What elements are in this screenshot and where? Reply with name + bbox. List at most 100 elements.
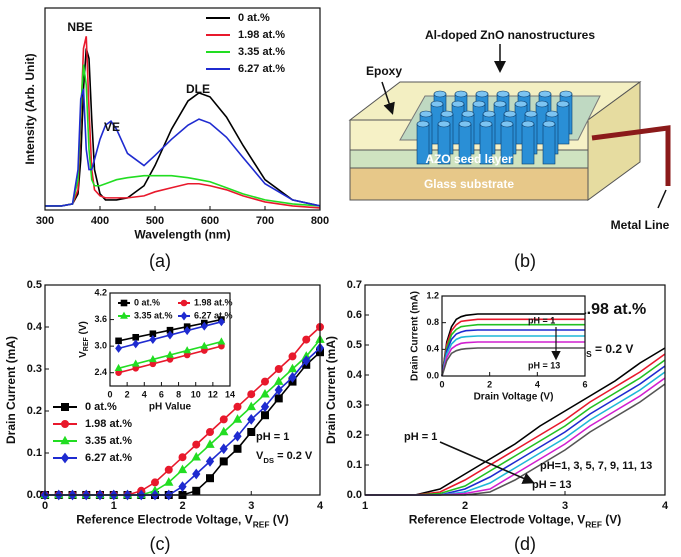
marker xyxy=(200,321,208,331)
y-tick-label: 0.3 xyxy=(27,363,42,375)
nanorod xyxy=(542,123,556,165)
x-tick-label: 600 xyxy=(201,215,219,227)
marker xyxy=(260,401,270,413)
series-line xyxy=(441,335,585,377)
annotation: NBE xyxy=(67,20,92,34)
series-line xyxy=(441,323,585,377)
legend-label: 0 at.% xyxy=(85,401,117,413)
nanorod-top xyxy=(440,110,454,118)
marker xyxy=(232,414,243,423)
nanorod-top xyxy=(493,100,507,108)
nanorod-top xyxy=(559,90,573,98)
x-axis-label-part: REF xyxy=(253,520,270,530)
marker xyxy=(114,363,123,372)
plot-frame xyxy=(109,292,231,387)
nanorod-top xyxy=(419,110,433,118)
nanorod-top xyxy=(556,100,570,108)
nanorod-top xyxy=(454,90,468,98)
y-axis-label-part: REF xyxy=(83,336,90,351)
marker xyxy=(61,403,69,411)
marker xyxy=(60,435,70,445)
x-tick-label: 2 xyxy=(125,389,130,399)
marker xyxy=(302,355,311,366)
x-tick-label: 12 xyxy=(208,389,218,399)
annotation-part: DS xyxy=(263,456,274,465)
marker xyxy=(192,468,201,480)
marker xyxy=(178,453,187,462)
diagram-label: AZO seed layer xyxy=(425,152,513,166)
arrow xyxy=(657,189,667,209)
nanorod-top xyxy=(538,90,552,98)
marker xyxy=(178,481,187,492)
nanorod-top xyxy=(503,110,517,118)
nanorod-top xyxy=(521,120,535,128)
diagram-label: Al-doped ZnO nanostructures xyxy=(425,28,595,42)
x-tick-label: 8 xyxy=(176,389,181,399)
marker xyxy=(288,372,297,383)
x-tick-label: 300 xyxy=(36,215,54,227)
marker xyxy=(149,335,157,344)
x-axis-label: Reference Electrode Voltage, VREF (V) xyxy=(76,512,289,529)
marker xyxy=(180,299,188,307)
x-tick-label: 2 xyxy=(487,379,492,389)
annotation: pH = 13 xyxy=(528,360,560,370)
annotation: pH = 1 xyxy=(256,431,289,443)
marker xyxy=(288,352,297,361)
y-axis-label: Drain Current (mA) xyxy=(324,336,338,444)
marker xyxy=(192,486,201,495)
x-tick-label: 3 xyxy=(562,500,568,512)
x-tick-label: 700 xyxy=(256,215,274,227)
marker xyxy=(131,359,140,367)
x-tick-label: 4 xyxy=(662,500,669,512)
diagram-label: Glass substrate xyxy=(424,177,514,191)
marker xyxy=(246,401,256,411)
y-axis-label-part: V xyxy=(78,351,89,358)
annotation-part: = 0.2 V xyxy=(274,450,313,462)
nanorod-top xyxy=(451,100,465,108)
marker xyxy=(180,311,188,321)
marker xyxy=(177,464,188,474)
marker xyxy=(274,365,283,373)
annotation: pH = 13 xyxy=(532,479,571,491)
marker xyxy=(164,465,173,474)
y-tick-label: 2.4 xyxy=(94,367,107,377)
x-tick-label: 14 xyxy=(225,389,235,399)
legend-label: 0 at.% xyxy=(134,297,160,307)
marker xyxy=(191,451,201,461)
x-tick-label: 1 xyxy=(362,500,368,512)
marker xyxy=(217,337,226,345)
x-axis-label-part: (V) xyxy=(269,512,288,526)
x-tick-label: 2 xyxy=(462,500,468,512)
nanorod-top xyxy=(517,90,531,98)
x-axis-label: Reference Electrode Voltage, VREF (V) xyxy=(409,512,622,529)
marker xyxy=(260,388,270,398)
y-tick-label: 0.2 xyxy=(27,405,42,417)
marker xyxy=(302,335,311,344)
annotation: DLE xyxy=(186,82,210,96)
annotation: 1.98 at.% xyxy=(578,301,646,318)
marker xyxy=(148,355,157,363)
marker xyxy=(219,415,228,424)
y-tick-label: 0.7 xyxy=(347,279,362,291)
series-line xyxy=(45,88,321,207)
legend-label: 1.98 at.% xyxy=(238,29,285,41)
annotation-part: DS xyxy=(580,349,592,359)
x-tick-label: 6 xyxy=(159,389,164,399)
marker xyxy=(261,411,269,420)
nanorod-top xyxy=(535,100,549,108)
annotation-part: = 0.2 V xyxy=(592,342,634,356)
x-tick-label: 10 xyxy=(191,389,201,399)
marker xyxy=(274,384,283,396)
annotation-part: V xyxy=(256,450,264,462)
y-tick-label: 0.4 xyxy=(426,344,439,354)
x-tick-label: 400 xyxy=(91,215,109,227)
nanorod-top xyxy=(430,100,444,108)
marker xyxy=(164,477,174,486)
series-line xyxy=(441,318,585,377)
marker xyxy=(219,426,229,436)
legend-label: 3.35 at.% xyxy=(85,435,132,447)
marker xyxy=(217,317,225,327)
nanorod-top xyxy=(479,120,493,128)
marker xyxy=(192,440,201,449)
